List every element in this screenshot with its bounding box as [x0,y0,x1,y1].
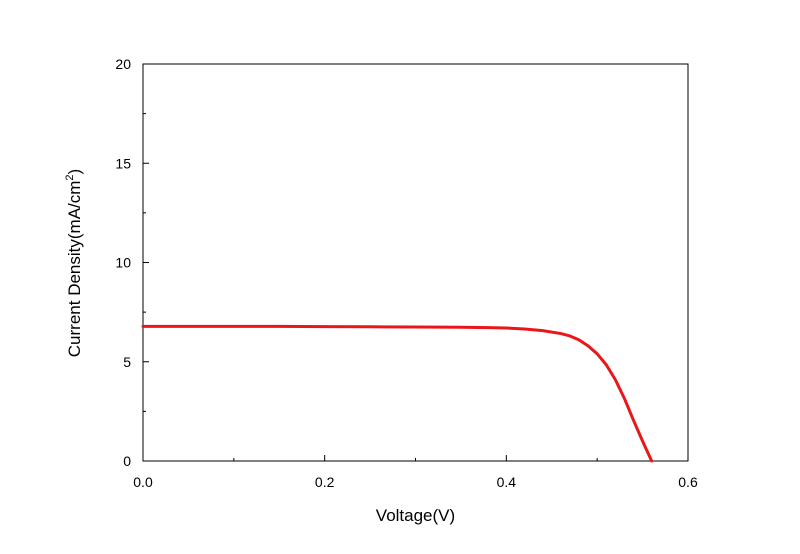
y-axis-title-end: ) [65,169,84,175]
series [141,324,654,463]
ticks [142,63,689,462]
y-axis-title-superscript: 2 [64,174,76,180]
y-tick-label: 10 [115,255,131,271]
y-axis-title: Current Density(mA/cm2) [64,169,84,357]
x-tick-label: 0.0 [133,474,153,490]
plot-area-frame [142,63,689,462]
y-axis-title-main: Current Density(mA/cm [65,181,84,358]
x-axis-title: Voltage(V) [376,506,455,525]
x-tick-label: 0.4 [497,474,517,490]
tick-labels: 0.0 0.2 0.4 0.6 0 5 10 15 20 [115,56,698,490]
x-tick-label: 0.6 [678,474,698,490]
y-tick-label: 0 [123,453,131,469]
x-tick-label: 0.2 [315,474,335,490]
y-tick-label: 20 [115,56,131,72]
y-tick-label: 5 [123,354,131,370]
y-tick-label: 15 [115,155,131,171]
jv-curve-line [141,324,654,463]
